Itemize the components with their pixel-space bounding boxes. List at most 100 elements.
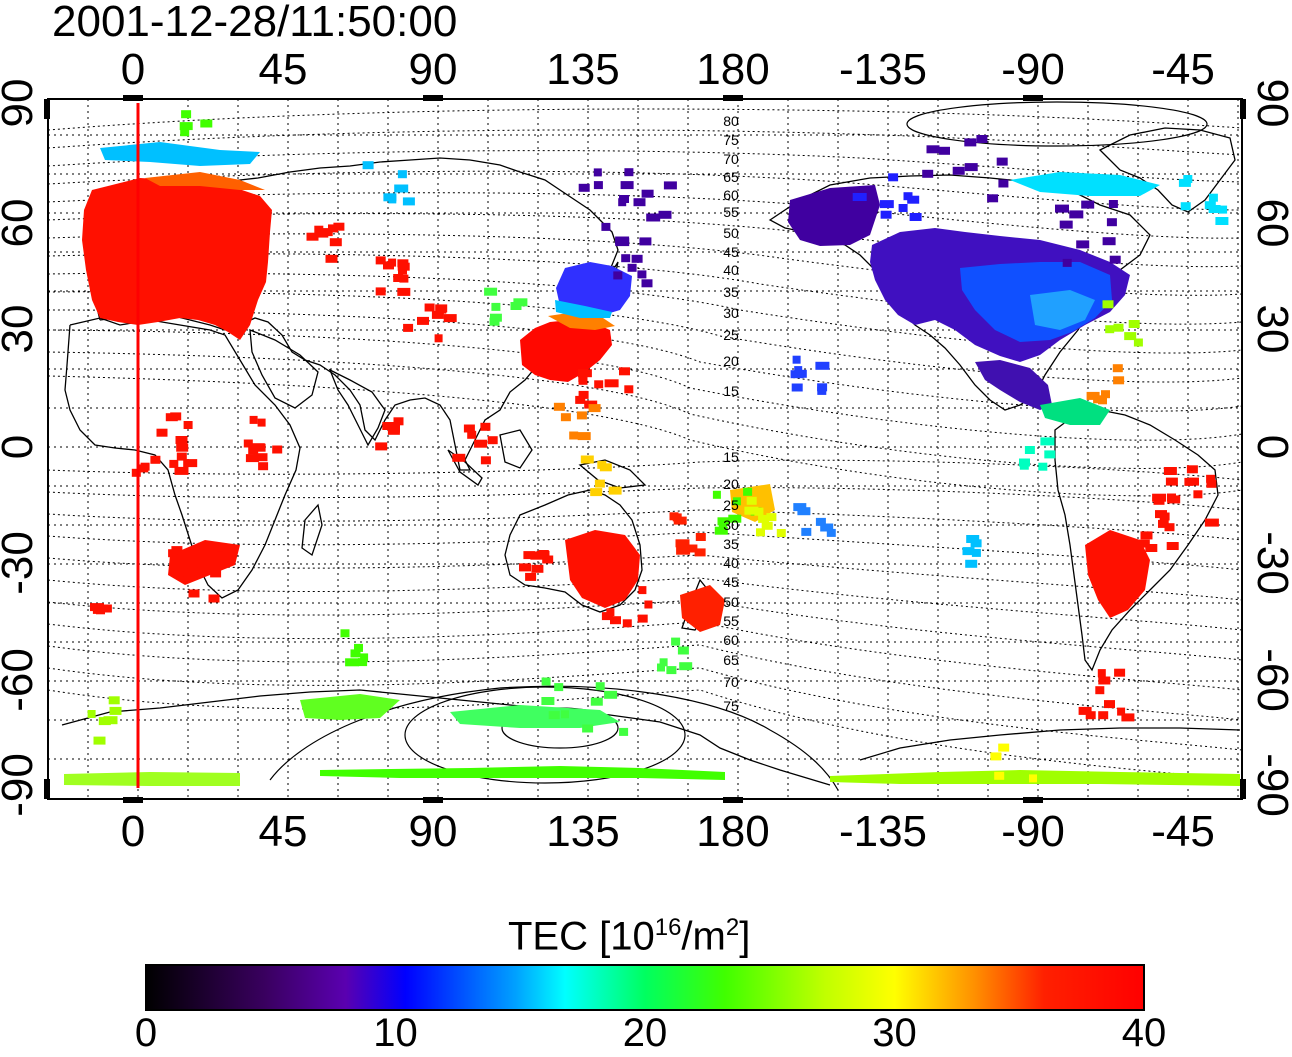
tec-pixel (467, 430, 477, 439)
map-frame (47, 98, 1243, 800)
tec-pixel (87, 710, 96, 718)
tec-pixel (815, 361, 830, 370)
tec-pixel (92, 605, 104, 614)
tec-patch-arctic-ribbon (100, 142, 260, 166)
tec-pixel (1113, 323, 1124, 332)
tec-pixel (717, 517, 730, 526)
tec-pixel (375, 256, 386, 265)
tec-pixel (576, 411, 587, 420)
tec-pixel (519, 563, 531, 572)
tec-pixel (1113, 376, 1125, 385)
tec-pixel (998, 743, 1010, 752)
tec-pixel (397, 170, 407, 179)
x-tick-label-top: 135 (546, 45, 619, 94)
tec-pixel (578, 390, 589, 399)
tec-pixel (463, 424, 475, 433)
contour-label: 45 (723, 574, 739, 590)
tec-pixel (1085, 711, 1096, 720)
x-axis-top: 0 45 90 135 180 -135 -90 -45 (121, 45, 1215, 94)
tec-pixel (176, 443, 189, 452)
tec-pixel (1024, 446, 1035, 454)
tec-pixel (646, 213, 661, 222)
tec-pixel (325, 254, 338, 263)
tec-pixel (603, 587, 616, 596)
tec-pixel (909, 213, 922, 221)
tec-pixel (245, 454, 259, 463)
tec-pixel (694, 548, 706, 557)
tec-pixel (375, 287, 386, 296)
contour-label: 25 (723, 497, 739, 513)
tec-pixel (435, 304, 448, 313)
tec-pixel (1109, 255, 1121, 264)
tec-patch-japan-cyan (555, 300, 612, 318)
tec-pixel (272, 445, 283, 454)
tec-pixel (131, 468, 141, 477)
tec-pixel (177, 568, 191, 577)
tec-pixel (641, 189, 654, 198)
tec-pixel (393, 417, 404, 426)
tec-pixel (174, 466, 189, 475)
tec-pixel (93, 736, 106, 745)
tec-pixel (382, 422, 395, 430)
tec-pixel (523, 551, 536, 560)
coastline-madagascar (301, 503, 323, 557)
y-tick-label-right: 0 (1248, 435, 1292, 459)
tec-pixel (675, 539, 690, 548)
tec-pixel (1019, 461, 1029, 470)
tec-pixel (487, 436, 498, 445)
tec-pixel (1165, 477, 1178, 486)
contour-label: 30 (723, 517, 739, 533)
tec-pixel (596, 593, 606, 602)
tec-pixel (608, 486, 622, 495)
tec-pixel (1186, 465, 1198, 474)
tec-pixel (569, 431, 579, 440)
contour-label: 25 (723, 327, 739, 343)
tec-pixel (375, 442, 388, 451)
tec-pixel (793, 503, 807, 512)
tec-pixel (484, 287, 498, 296)
tec-pixel (641, 279, 653, 288)
tec-pixel (1138, 539, 1150, 548)
tec-pixel (243, 439, 253, 448)
contour-label: 55 (723, 204, 739, 220)
tec-pixel (393, 274, 404, 282)
tec-pixel (577, 369, 592, 378)
tec-pixel (170, 412, 182, 421)
tec-pixel (1166, 542, 1179, 550)
tec-pixel (577, 432, 591, 441)
tec-pixel (1219, 205, 1228, 214)
tec-pixel (639, 237, 652, 246)
map-plot-area: 8075706560555045403530252015152025303540… (48, 99, 1242, 799)
colorbar-tick-label: 0 (134, 1011, 158, 1055)
tec-pixel (965, 559, 978, 568)
y-axis-right: 90 60 30 0 -30 -60 -90 (1248, 79, 1292, 817)
tec-pixel (169, 459, 179, 468)
contour-label: 75 (723, 132, 739, 148)
x-tick-label-bottom: 45 (259, 807, 308, 856)
x-tick-label-bottom: 180 (696, 807, 769, 856)
tec-pixel (1140, 531, 1153, 540)
tec-patch-japan (556, 262, 632, 316)
contour-label: 60 (723, 632, 739, 648)
tec-pixel (1117, 707, 1126, 716)
contour-label: 40 (723, 262, 739, 278)
tec-pixel (1145, 544, 1158, 552)
tec-pixel (480, 422, 491, 431)
tec-pixel (615, 238, 630, 247)
tec-pixel (388, 195, 397, 204)
tec-pixel (744, 506, 759, 515)
y-tick-label-left: -60 (0, 648, 42, 712)
x-tick-label-top: 90 (409, 45, 458, 94)
tec-pixel (766, 513, 777, 522)
y-tick-label-left: -30 (0, 531, 42, 595)
tec-pixel (1105, 325, 1115, 334)
coastline-new-guinea (578, 459, 647, 489)
tec-pixel (644, 600, 653, 609)
frame-bar-left (44, 779, 50, 799)
tec-pixel (1204, 518, 1219, 527)
tec-pixel (176, 452, 187, 461)
contour-label: 60 (723, 187, 739, 203)
y-tick-label-right: 30 (1248, 305, 1292, 354)
tec-pixel (1158, 519, 1167, 528)
